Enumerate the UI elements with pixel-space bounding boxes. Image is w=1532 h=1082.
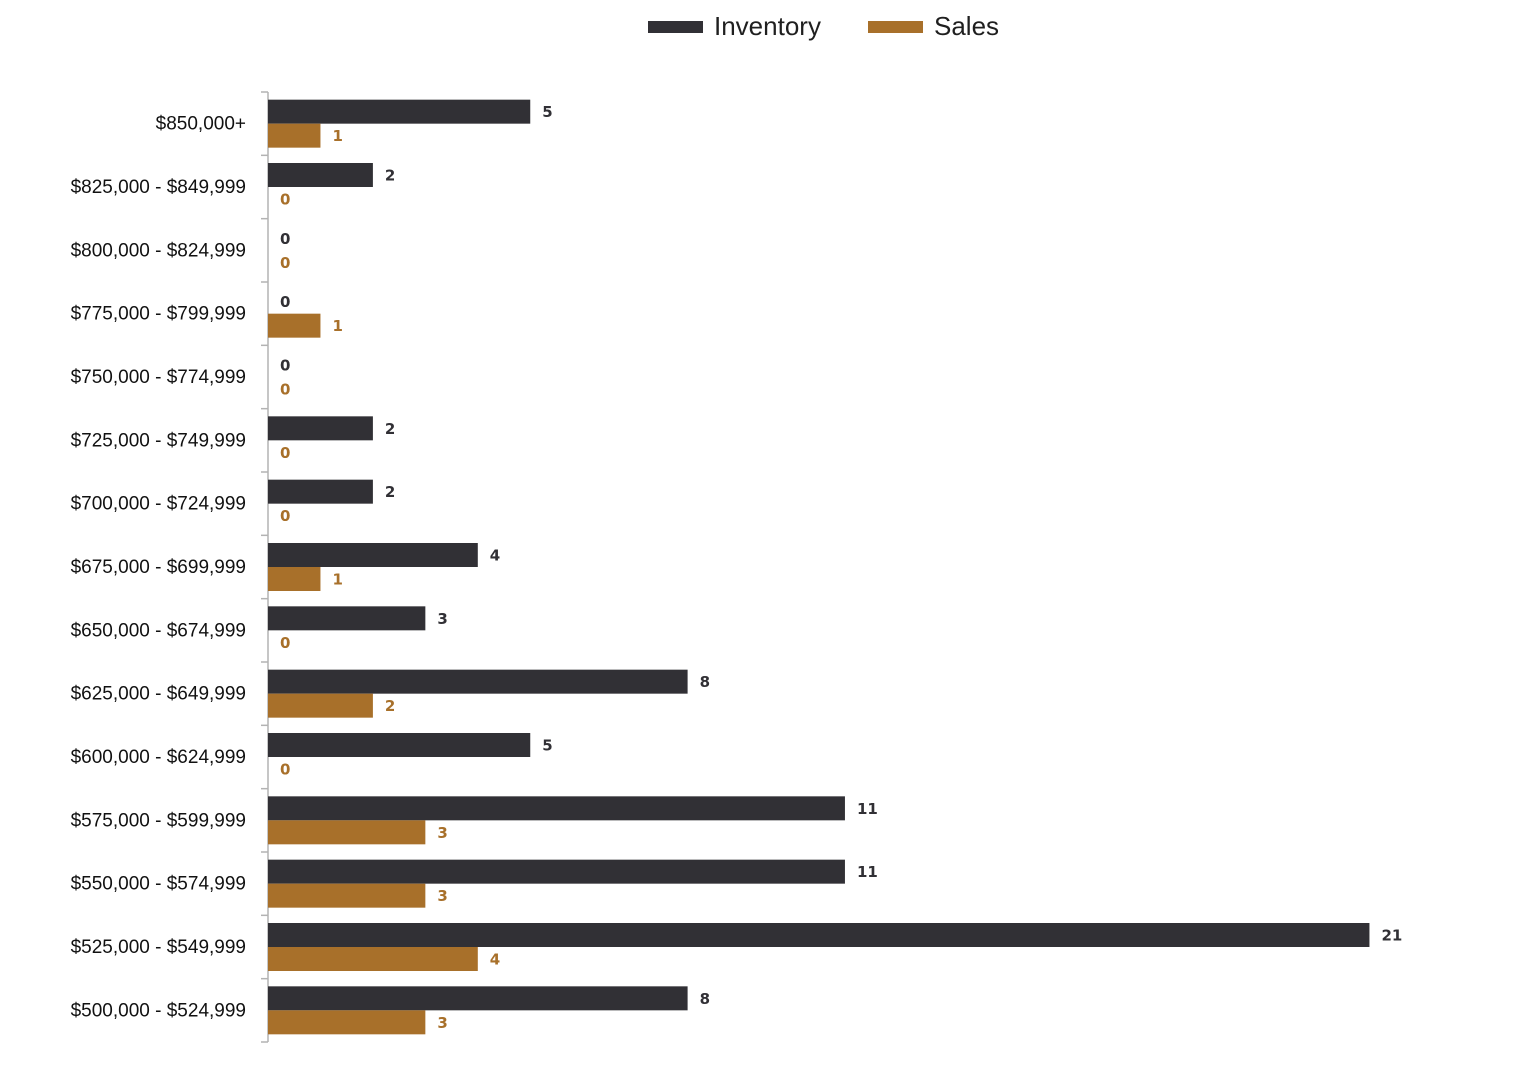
sales-bar <box>268 313 321 338</box>
category-label: $600,000 - $624,999 <box>71 747 246 768</box>
inventory-bar <box>268 669 688 694</box>
inventory-bar <box>268 923 1370 947</box>
sales-value-label: 0 <box>280 381 290 399</box>
inventory-value-label: 0 <box>280 230 290 248</box>
inventory-bar <box>268 606 426 631</box>
inventory-value-label: 5 <box>542 737 552 755</box>
inventory-value-label: 11 <box>857 863 878 881</box>
sales-bar <box>268 883 426 908</box>
legend-label-sales: Sales <box>934 11 999 41</box>
category-label: $800,000 - $824,999 <box>71 240 246 261</box>
inventory-value-label: 8 <box>700 673 710 691</box>
category-label: $700,000 - $724,999 <box>71 494 246 515</box>
inventory-bar <box>268 986 688 1011</box>
sales-value-label: 3 <box>437 887 447 905</box>
legend-swatch-sales <box>868 21 923 33</box>
sales-value-label: 0 <box>280 191 290 209</box>
sales-bar <box>268 820 426 845</box>
inventory-value-label: 2 <box>385 420 395 438</box>
sales-value-label: 1 <box>332 317 342 335</box>
category-label: $650,000 - $674,999 <box>71 620 246 641</box>
inventory-bar <box>268 733 531 757</box>
inventory-bar <box>268 796 845 821</box>
sales-value-label: 4 <box>490 951 500 969</box>
sales-value-label: 3 <box>437 824 447 842</box>
category-label: $500,000 - $524,999 <box>71 1000 246 1021</box>
sales-bar <box>268 947 478 971</box>
inventory-bar <box>268 543 478 567</box>
inventory-bar <box>268 163 373 187</box>
sales-bar <box>268 693 373 718</box>
category-label: $725,000 - $749,999 <box>71 430 246 451</box>
category-label: $750,000 - $774,999 <box>71 367 246 388</box>
sales-value-label: 0 <box>280 444 290 462</box>
category-label: $825,000 - $849,999 <box>71 177 246 198</box>
category-label: $850,000+ <box>156 114 246 135</box>
inventory-bar <box>268 859 845 884</box>
sales-value-label: 0 <box>280 254 290 272</box>
sales-bar <box>268 567 321 591</box>
category-label: $625,000 - $649,999 <box>71 684 246 705</box>
sales-value-label: 3 <box>437 1014 447 1032</box>
inventory-value-label: 8 <box>700 990 710 1008</box>
sales-bar <box>268 1010 426 1035</box>
inventory-value-label: 0 <box>280 293 290 311</box>
sales-bar <box>268 123 321 148</box>
sales-value-label: 1 <box>332 571 342 589</box>
inventory-bar <box>268 99 531 124</box>
category-label: $675,000 - $699,999 <box>71 557 246 578</box>
inventory-value-label: 5 <box>542 103 552 121</box>
sales-value-label: 0 <box>280 761 290 779</box>
category-label: $525,000 - $549,999 <box>71 937 246 958</box>
legend-label-inventory: Inventory <box>714 11 821 41</box>
sales-value-label: 0 <box>280 507 290 525</box>
sales-value-label: 2 <box>385 697 395 715</box>
inventory-bar <box>268 416 373 441</box>
category-label: $550,000 - $574,999 <box>71 874 246 895</box>
inventory-value-label: 21 <box>1381 927 1402 945</box>
category-label: $775,000 - $799,999 <box>71 304 246 325</box>
legend-swatch-inventory <box>648 21 703 33</box>
sales-value-label: 1 <box>332 127 342 145</box>
inventory-value-label: 4 <box>490 547 500 565</box>
inventory-value-label: 3 <box>437 610 447 628</box>
sales-value-label: 0 <box>280 634 290 652</box>
inventory-value-label: 2 <box>385 167 395 185</box>
category-label: $575,000 - $599,999 <box>71 810 246 831</box>
inventory-value-label: 0 <box>280 357 290 375</box>
inventory-value-label: 11 <box>857 800 878 818</box>
inventory-bar <box>268 479 373 504</box>
inventory-value-label: 2 <box>385 483 395 501</box>
